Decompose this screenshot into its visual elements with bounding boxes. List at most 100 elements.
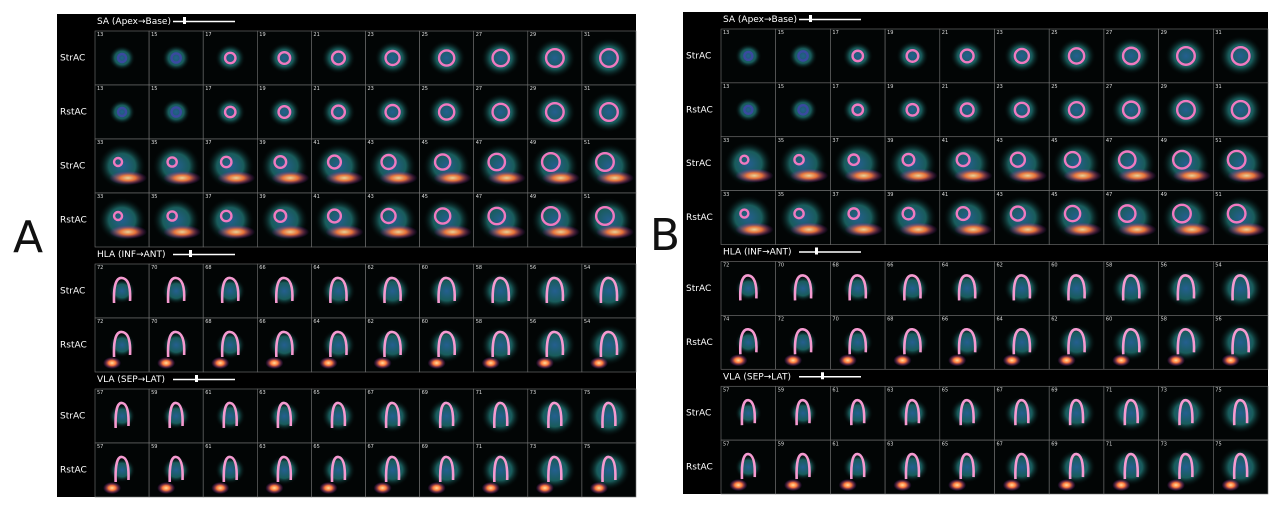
- slice-number: 72: [97, 265, 103, 271]
- tissue: [533, 325, 577, 365]
- myocardium: [598, 48, 619, 69]
- hot-spot: [893, 479, 912, 492]
- myocardium: [384, 401, 401, 429]
- slice-number: 17: [832, 30, 838, 36]
- hot-spot: [844, 168, 883, 183]
- myocardium: [905, 48, 920, 63]
- hot-spot: [1166, 479, 1185, 492]
- myocardium: [738, 328, 758, 355]
- slice-number: 64: [942, 263, 948, 269]
- tissue: [842, 41, 874, 71]
- slice-number: 72: [723, 263, 729, 269]
- myocardium: [904, 452, 921, 480]
- row-label: RstAC: [686, 213, 713, 223]
- tissue: [161, 98, 191, 126]
- hot-spot: [838, 479, 857, 492]
- tissue: [1003, 38, 1041, 73]
- myocardium: [793, 274, 813, 301]
- slice-number: 37: [205, 194, 211, 200]
- myocardium: [274, 276, 294, 304]
- tissue: [895, 273, 929, 304]
- myocardium: [795, 398, 811, 426]
- myocardium: [1013, 47, 1031, 65]
- hot-spot: [379, 225, 418, 239]
- hot-spot: [1057, 479, 1076, 492]
- row-label: RstAC: [686, 463, 713, 473]
- hot-spot: [1221, 354, 1240, 367]
- hot-spot: [1221, 479, 1240, 492]
- tissue: [533, 450, 577, 490]
- row-label: StrAC: [60, 287, 85, 297]
- myocardium: [598, 101, 619, 122]
- myocardium: [1232, 452, 1249, 480]
- slice-number: 37: [832, 192, 838, 198]
- slice-number: 71: [476, 390, 482, 396]
- slice-number: 29: [1161, 30, 1167, 36]
- slice-number: 57: [723, 441, 729, 447]
- tissue: [161, 331, 191, 359]
- myocardium: [793, 207, 805, 220]
- hot-spot: [217, 225, 256, 239]
- tissue: [427, 398, 466, 434]
- myocardium: [903, 328, 922, 355]
- hot-spot: [325, 225, 364, 239]
- hot-spot: [954, 168, 993, 183]
- slice-number: 19: [887, 84, 893, 90]
- slice-number: 27: [1106, 30, 1112, 36]
- slider-thumb: [815, 247, 818, 255]
- tissue: [586, 270, 632, 312]
- hot-spot: [1008, 168, 1047, 183]
- slice-number: 37: [205, 140, 211, 146]
- slice-number: 23: [997, 84, 1003, 90]
- hot-spot: [373, 357, 392, 369]
- hot-spot: [784, 479, 803, 492]
- myocardium: [491, 330, 511, 358]
- hot-spot: [319, 357, 338, 369]
- slice-number: 70: [778, 263, 784, 269]
- tissue: [268, 275, 301, 307]
- slice-number: 21: [942, 84, 948, 90]
- slice-number: 59: [778, 441, 784, 447]
- tissue: [161, 277, 191, 305]
- slice-number: 59: [151, 390, 157, 396]
- tissue: [1057, 324, 1096, 361]
- slice-number: 58: [476, 319, 482, 325]
- slice-number: 13: [723, 30, 729, 36]
- hot-spot: [427, 357, 446, 369]
- hot-spot: [1057, 354, 1076, 367]
- hot-spot: [789, 168, 829, 183]
- tissue: [949, 39, 985, 73]
- tissue: [321, 95, 356, 129]
- tissue: [949, 326, 985, 359]
- slice-number: 33: [97, 194, 103, 200]
- myocardium: [384, 49, 401, 67]
- myocardium: [594, 205, 615, 226]
- row-label: RstAC: [60, 466, 87, 476]
- myocardium: [437, 49, 456, 67]
- slice-number: 61: [832, 441, 838, 447]
- tissue: [1164, 322, 1208, 362]
- myocardium: [848, 328, 868, 355]
- hot-spot: [1166, 354, 1185, 367]
- slice-number: 15: [151, 86, 157, 92]
- myocardium: [849, 452, 866, 480]
- tissue: [788, 275, 818, 302]
- myocardium: [277, 51, 292, 66]
- myocardium: [116, 52, 128, 64]
- slider-thumb: [183, 17, 186, 24]
- slice-number: 35: [151, 194, 157, 200]
- hot-spot: [265, 357, 284, 369]
- myocardium: [1067, 274, 1086, 301]
- myocardium: [274, 330, 294, 358]
- myocardium: [738, 274, 758, 301]
- tissue: [949, 272, 985, 305]
- myocardium: [540, 151, 561, 172]
- myocardium: [851, 103, 865, 117]
- myocardium: [1013, 101, 1031, 119]
- hot-spot: [211, 357, 230, 369]
- slider-thumb: [189, 250, 192, 257]
- tissue: [321, 328, 356, 362]
- tissue: [1218, 446, 1264, 488]
- tissue: [1003, 396, 1041, 431]
- tissue: [1164, 393, 1208, 433]
